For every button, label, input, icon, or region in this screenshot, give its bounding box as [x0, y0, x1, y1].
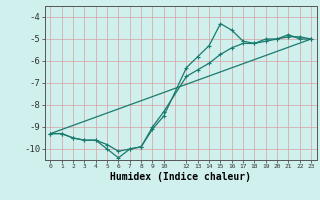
X-axis label: Humidex (Indice chaleur): Humidex (Indice chaleur)	[110, 172, 251, 182]
